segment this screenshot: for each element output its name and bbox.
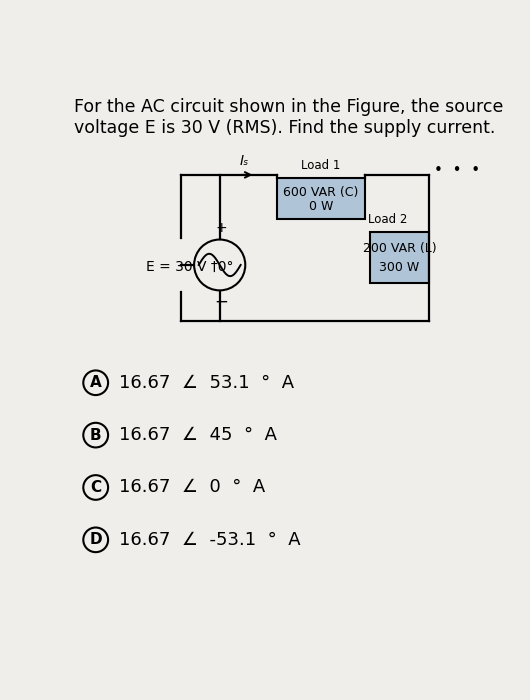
Text: B: B xyxy=(90,428,102,442)
FancyBboxPatch shape xyxy=(370,232,429,283)
Text: For the AC circuit shown in the Figure, the source: For the AC circuit shown in the Figure, … xyxy=(74,98,503,116)
Text: •  •  •: • • • xyxy=(435,162,481,178)
Text: C: C xyxy=(90,480,101,495)
Text: Load 1: Load 1 xyxy=(301,159,340,172)
Text: Iₛ: Iₛ xyxy=(240,154,249,168)
Text: +: + xyxy=(215,221,227,235)
Text: 16.67  ∠  0  °  A: 16.67 ∠ 0 ° A xyxy=(119,479,265,496)
FancyBboxPatch shape xyxy=(277,178,365,218)
Text: 16.67  ∠  53.1  °  A: 16.67 ∠ 53.1 ° A xyxy=(119,374,294,392)
Text: D: D xyxy=(90,532,102,547)
Circle shape xyxy=(83,423,108,447)
Circle shape xyxy=(83,475,108,500)
Text: A: A xyxy=(90,375,102,391)
Text: 16.67  ∠  45  °  A: 16.67 ∠ 45 ° A xyxy=(119,426,277,444)
Text: Load 2: Load 2 xyxy=(368,214,408,227)
Text: 16.67  ∠  -53.1  °  A: 16.67 ∠ -53.1 ° A xyxy=(119,531,301,549)
Circle shape xyxy=(83,370,108,395)
Circle shape xyxy=(194,239,245,290)
Circle shape xyxy=(83,528,108,552)
Text: 0 W: 0 W xyxy=(308,200,333,213)
Text: 600 VAR (C): 600 VAR (C) xyxy=(283,186,358,199)
Text: 200 VAR (L): 200 VAR (L) xyxy=(363,242,436,255)
Text: voltage E is 30 V (RMS). Find the supply current.: voltage E is 30 V (RMS). Find the supply… xyxy=(74,118,496,136)
Text: E = 30 V †0°: E = 30 V †0° xyxy=(146,260,234,274)
Text: 300 W: 300 W xyxy=(379,261,420,274)
Text: −: − xyxy=(214,293,228,311)
